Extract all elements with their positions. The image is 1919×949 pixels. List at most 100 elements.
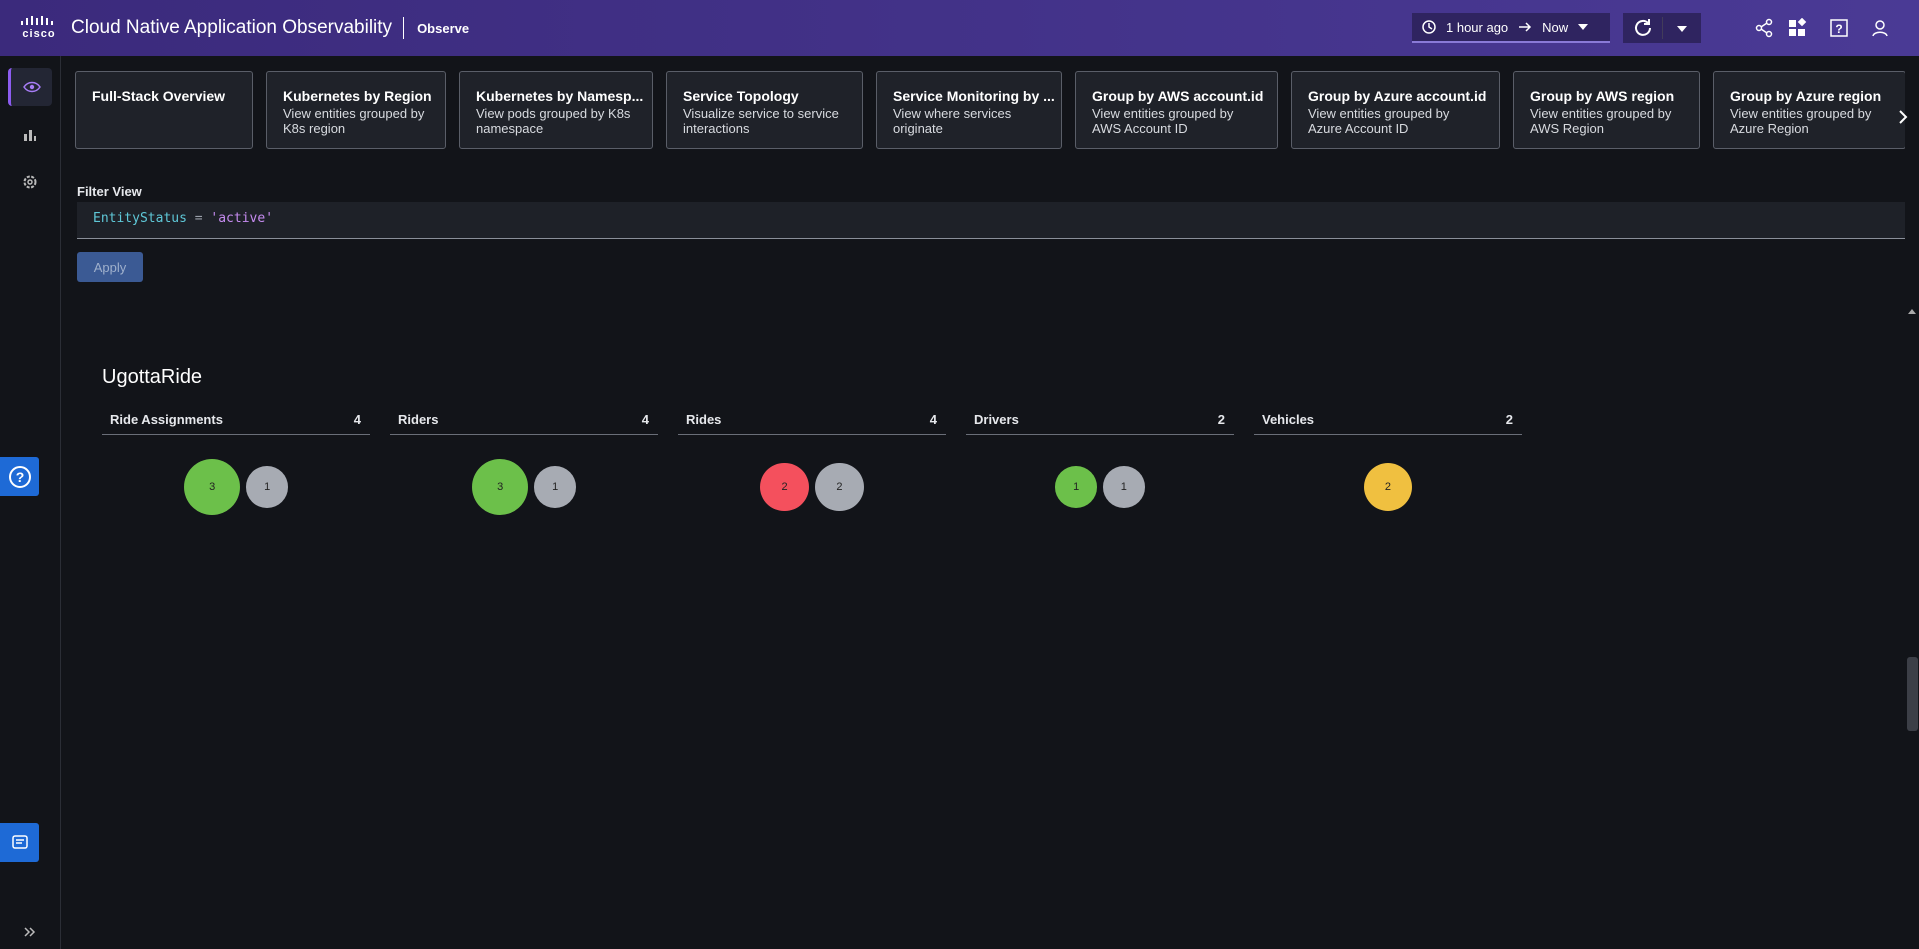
refresh-icon <box>1635 17 1663 39</box>
bubble[interactable]: 1 <box>246 466 288 508</box>
time-range[interactable]: 1 hour ago Now <box>1412 13 1610 43</box>
bubble[interactable]: 2 <box>815 462 864 512</box>
bubble[interactable]: 2 <box>760 462 809 512</box>
chat-icon <box>11 834 28 849</box>
logo-bars <box>21 16 53 25</box>
query-op: = <box>194 211 203 226</box>
bar-icon <box>24 130 36 141</box>
settings-nav[interactable] <box>8 163 52 201</box>
user-icon[interactable] <box>1870 18 1890 38</box>
card-title: Group by AWS account.id <box>1092 88 1264 104</box>
entity-column: Drivers 2 1 1 <box>966 404 1234 584</box>
group-title: UgottaRide <box>102 366 203 388</box>
card-title: Group by Azure account.id <box>1308 88 1487 104</box>
card-title: Group by AWS region <box>1530 88 1675 104</box>
help-button[interactable]: ? <box>0 457 39 496</box>
view-card[interactable]: Group by Azure account.id View entities g… <box>1291 71 1500 149</box>
scroll-thumb[interactable] <box>1907 657 1918 731</box>
expand-icon[interactable] <box>24 926 36 938</box>
bubble[interactable]: 1 <box>1055 466 1097 508</box>
bubble[interactable]: 1 <box>534 466 576 508</box>
bubble[interactable]: 3 <box>184 458 241 516</box>
column-count: 4 <box>929 411 937 427</box>
card-title: Full-Stack Overview <box>92 88 226 104</box>
column-name: Rides <box>686 411 722 427</box>
column-name: Vehicles <box>1262 411 1315 427</box>
view-card[interactable]: Service Monitoring by ... View where serv… <box>876 71 1062 149</box>
metrics-nav[interactable] <box>8 116 52 154</box>
section[interactable]: Observe <box>417 20 470 36</box>
column-count: 4 <box>641 411 649 427</box>
column-count: 4 <box>353 411 361 427</box>
card-description: View pods grouped by K8s namespace <box>476 106 631 136</box>
header: cisco Cloud Native Application Observabi… <box>0 0 1919 56</box>
apps-icon[interactable] <box>1787 18 1807 38</box>
card-title: Service Topology <box>683 88 799 104</box>
entity-column: Vehicles 2 2 <box>1254 404 1522 584</box>
card-description: View entities grouped by K8s region <box>283 106 425 136</box>
view-card[interactable]: Group by AWS account.id View entities gro… <box>1075 71 1278 149</box>
view-card[interactable]: Kubernetes by Namesp... View pods grouped… <box>459 71 653 149</box>
card-description: View entities grouped by Azure Account I… <box>1308 106 1450 136</box>
card-description: Visualize service to service interaction… <box>683 106 839 136</box>
view-card[interactable]: Service Topology Visualize service to ser… <box>666 71 863 149</box>
svg-text:?: ? <box>15 469 24 485</box>
help-icon: ? <box>8 465 31 488</box>
feedback-button[interactable] <box>0 823 39 862</box>
query-value: 'active' <box>210 211 274 226</box>
arrow-icon <box>1519 22 1532 32</box>
help-icon[interactable]: ? <box>1829 18 1849 38</box>
bubble[interactable]: 1 <box>1103 466 1145 508</box>
column-header: Vehicles 2 <box>1254 404 1522 435</box>
next-arrow[interactable] <box>1897 109 1909 125</box>
card-description: View where services originate <box>893 106 1012 136</box>
caret <box>1677 26 1687 32</box>
entity-column: Ride Assignments 4 3 1 <box>102 404 370 584</box>
card-description: View entities grouped by AWS Account ID <box>1092 106 1234 136</box>
gear-icon <box>23 175 37 189</box>
filter-input[interactable]: EntityStatus = 'active' <box>77 202 1905 239</box>
view-card[interactable]: Group by AWS region View entities grouped… <box>1513 71 1700 149</box>
card-title: Kubernetes by Namesp... <box>476 88 644 104</box>
view-cards: Full-Stack Overview Kubernetes by Region V… <box>75 71 1905 151</box>
card-description: View entities grouped by Azure Region <box>1730 106 1872 136</box>
card-description: View entities grouped by AWS Region <box>1530 106 1672 136</box>
card-title: Service Monitoring by ... <box>893 88 1055 104</box>
entity-column: Riders 4 3 1 <box>390 404 658 584</box>
share-icon[interactable] <box>1754 18 1774 38</box>
bubble[interactable]: 2 <box>1363 462 1413 512</box>
refresh[interactable] <box>1623 13 1701 43</box>
view-card[interactable]: Kubernetes by Region View entities groupe… <box>266 71 446 149</box>
apply-button[interactable]: Apply <box>77 252 143 282</box>
column-name: Ride Assignments <box>110 411 223 427</box>
logo[interactable]: cisco <box>20 16 58 40</box>
observe-nav[interactable] <box>8 68 52 106</box>
card-title: Kubernetes by Region <box>283 88 432 104</box>
app-title: Cloud Native Application Observability <box>71 17 405 39</box>
scrollbar <box>1905 303 1919 949</box>
scroll-up[interactable] <box>1905 306 1919 316</box>
time-from: 1 hour ago <box>1446 19 1509 35</box>
brand: cisco <box>22 28 56 40</box>
view-card[interactable]: Group by Azure region View entities group… <box>1713 71 1905 149</box>
bubble-row: 2 <box>1254 448 1522 526</box>
column-header: Ride Assignments 4 <box>102 404 370 435</box>
entity-column: Rides 4 2 2 <box>678 404 946 584</box>
clock-icon <box>1422 20 1436 34</box>
time-to: Now <box>1542 19 1569 35</box>
eye-icon <box>22 81 41 93</box>
column-count: 2 <box>1217 411 1225 427</box>
column-header: Rides 4 <box>678 404 946 435</box>
svg-text:?: ? <box>1835 22 1842 36</box>
column-name: Drivers <box>974 411 1019 427</box>
column-count: 2 <box>1505 411 1513 427</box>
view-card[interactable]: Full-Stack Overview <box>75 71 253 149</box>
column-header: Riders 4 <box>390 404 658 435</box>
bubble[interactable]: 3 <box>472 458 529 516</box>
query-key: EntityStatus <box>93 211 187 226</box>
card-title: Group by Azure region <box>1730 88 1882 104</box>
